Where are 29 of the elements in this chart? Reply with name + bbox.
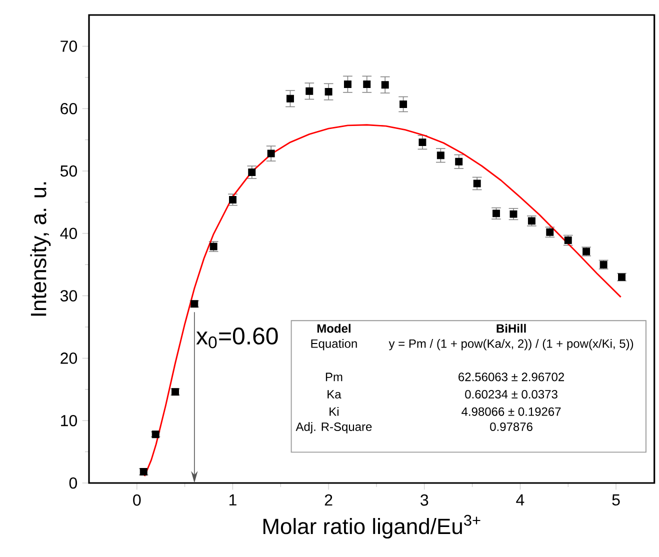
y-tick-label: 30	[60, 290, 78, 302]
y-tick-label: 10	[61, 414, 78, 426]
x-tick-label: 5	[612, 494, 620, 506]
y-axis-title: Intensity, a. u.	[30, 182, 51, 316]
y-tick-label: 60	[60, 102, 78, 114]
y-tick-label: 40	[60, 228, 78, 240]
annotation: 4.98066 ± 0.19267	[462, 407, 561, 416]
annotation: 62.56063 ± 2.96702	[458, 372, 564, 382]
annotation: BiHill	[496, 324, 526, 333]
annotation: Equation	[311, 339, 357, 350]
annotation: y = Pm / (1 + pow(Ka/x, 2)) / (1 + pow(x/Ki, 5))	[388, 339, 634, 350]
annotation: Ka	[328, 390, 342, 399]
annotation: Pm	[326, 372, 342, 382]
annotation: 0.97876	[490, 422, 532, 431]
x-tick-label: 2	[324, 494, 332, 506]
x-tick-label: 3	[420, 494, 428, 506]
ref-line-label: x$_{0}$=0.60	[196, 328, 278, 348]
x-tick-label: 1	[230, 494, 236, 506]
y-tick-label: 50	[60, 165, 78, 177]
x-axis-title: Molar ratio ligand/Eu$^{3+}$	[263, 514, 480, 539]
y-tick-label: 70	[60, 40, 78, 52]
annotation: 0.60234 ± 0.0373	[465, 390, 558, 399]
y-tick-label: 0	[69, 477, 78, 489]
annotation: Adj. R-Square	[296, 422, 372, 434]
y-tick-label: 20	[60, 352, 78, 364]
annotation: Model	[317, 324, 350, 333]
annotation: Ki	[330, 407, 338, 416]
x-tick-label: 0	[133, 494, 141, 506]
x-tick-label: 4	[516, 494, 524, 506]
